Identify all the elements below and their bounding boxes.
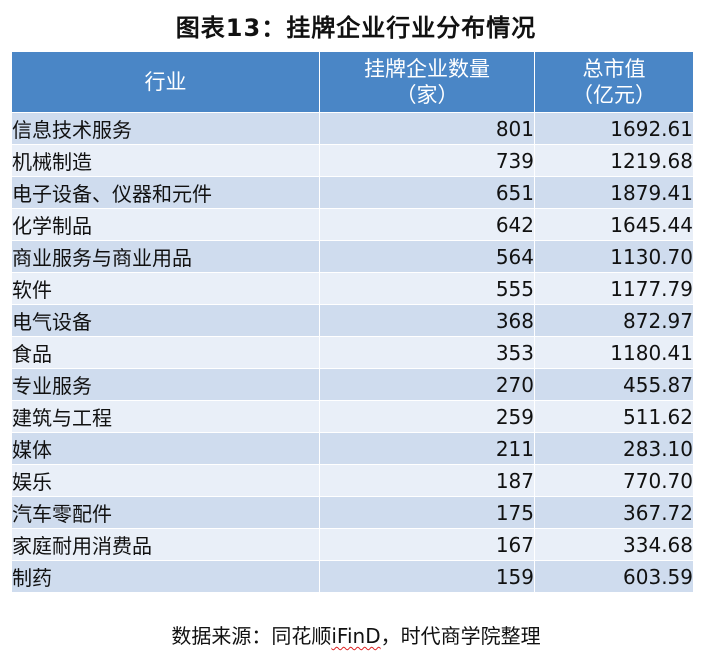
header-listed-count: 挂牌企业数量 （家）	[319, 51, 535, 113]
industry-cell: 娱乐	[11, 464, 320, 497]
table-row: 媒体 211 283.10	[11, 432, 694, 465]
table-row: 娱乐 187 770.70	[11, 464, 694, 497]
count-cell: 159	[319, 560, 535, 593]
table-row: 食品 353 1180.41	[11, 336, 694, 369]
table-row: 机械制造 739 1219.68	[11, 144, 694, 177]
table-row: 建筑与工程 259 511.62	[11, 400, 694, 433]
industry-cell: 机械制造	[11, 144, 320, 177]
count-cell: 187	[319, 464, 535, 497]
header-count-label: 挂牌企业数量	[364, 57, 490, 81]
source-note: 数据来源：同花顺iFinD，时代商学院整理	[0, 620, 712, 649]
industry-cell: 软件	[11, 272, 320, 305]
count-cell: 642	[319, 208, 535, 241]
industry-cell: 商业服务与商业用品	[11, 240, 320, 273]
industry-cell: 媒体	[11, 432, 320, 465]
value-cell: 1692.61	[534, 112, 694, 145]
table-body: 信息技术服务 801 1692.61 机械制造 739 1219.68 电子设备、仪器和元件…	[11, 112, 694, 593]
industry-cell: 电气设备	[11, 304, 320, 337]
value-cell: 334.68	[534, 528, 694, 561]
table-row: 信息技术服务 801 1692.61	[11, 112, 694, 145]
source-brand: iFinD	[331, 624, 381, 648]
source-prefix: 数据来源：同花顺	[171, 624, 332, 648]
value-cell: 872.97	[534, 304, 694, 337]
count-cell: 353	[319, 336, 535, 369]
value-cell: 770.70	[534, 464, 694, 497]
value-cell: 455.87	[534, 368, 694, 401]
table-row: 软件 555 1177.79	[11, 272, 694, 305]
header-market-value: 总市值 （亿元）	[534, 51, 694, 113]
industry-cell: 电子设备、仪器和元件	[11, 176, 320, 209]
table-row: 化学制品 642 1645.44	[11, 208, 694, 241]
table-row: 专业服务 270 455.87	[11, 368, 694, 401]
count-cell: 651	[319, 176, 535, 209]
table-row: 商业服务与商业用品 564 1130.70	[11, 240, 694, 273]
value-cell: 1645.44	[534, 208, 694, 241]
count-cell: 211	[319, 432, 535, 465]
industry-table: 行业 挂牌企业数量 （家） 总市值 （亿元） 信息技术服务 801 1692.61 机…	[11, 51, 694, 593]
industry-cell: 专业服务	[11, 368, 320, 401]
count-cell: 368	[319, 304, 535, 337]
count-cell: 270	[319, 368, 535, 401]
industry-cell: 食品	[11, 336, 320, 369]
value-cell: 1219.68	[534, 144, 694, 177]
table-row: 汽车零配件 175 367.72	[11, 496, 694, 529]
count-cell: 167	[319, 528, 535, 561]
value-cell: 511.62	[534, 400, 694, 433]
header-value-label: 总市值	[582, 57, 646, 81]
table-row: 制药 159 603.59	[11, 560, 694, 593]
table-row: 家庭耐用消费品 167 334.68	[11, 528, 694, 561]
industry-cell: 制药	[11, 560, 320, 593]
value-cell: 603.59	[534, 560, 694, 593]
count-cell: 739	[319, 144, 535, 177]
value-cell: 1879.41	[534, 176, 694, 209]
industry-cell: 建筑与工程	[11, 400, 320, 433]
header-value-unit: （亿元）	[572, 83, 656, 107]
count-cell: 259	[319, 400, 535, 433]
industry-cell: 化学制品	[11, 208, 320, 241]
source-suffix: ，时代商学院整理	[380, 624, 541, 648]
table-row: 电气设备 368 872.97	[11, 304, 694, 337]
industry-cell: 汽车零配件	[11, 496, 320, 529]
header-count-unit: （家）	[395, 83, 459, 107]
figure-title: 图表13：挂牌企业行业分布情况	[175, 14, 537, 42]
value-cell: 283.10	[534, 432, 694, 465]
industry-cell: 信息技术服务	[11, 112, 320, 145]
value-cell: 1130.70	[534, 240, 694, 273]
count-cell: 555	[319, 272, 535, 305]
table-header-row: 行业 挂牌企业数量 （家） 总市值 （亿元）	[11, 51, 694, 113]
count-cell: 564	[319, 240, 535, 273]
count-cell: 175	[319, 496, 535, 529]
table-row: 电子设备、仪器和元件 651 1879.41	[11, 176, 694, 209]
value-cell: 367.72	[534, 496, 694, 529]
value-cell: 1177.79	[534, 272, 694, 305]
count-cell: 801	[319, 112, 535, 145]
header-industry: 行业	[11, 51, 320, 113]
industry-cell: 家庭耐用消费品	[11, 528, 320, 561]
value-cell: 1180.41	[534, 336, 694, 369]
header-industry-label: 行业	[144, 70, 187, 94]
